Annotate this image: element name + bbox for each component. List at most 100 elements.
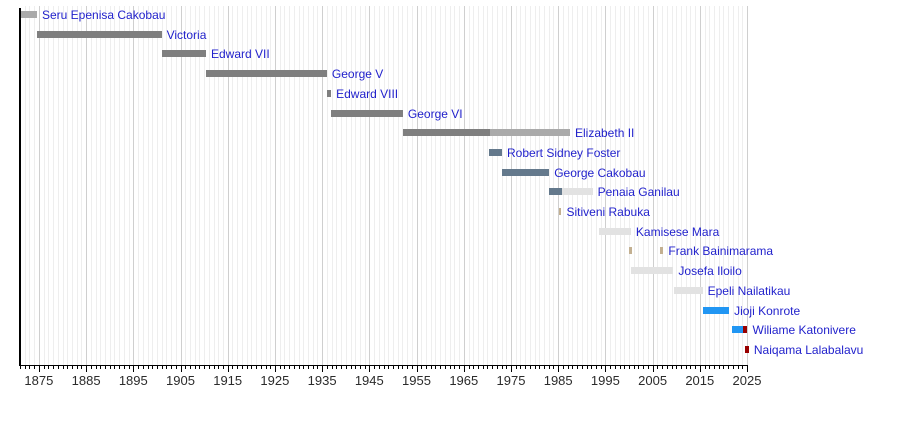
minor-tick [704,366,706,369]
minor-tick [199,366,201,369]
minor-tick [657,366,659,369]
year-gridline [138,6,139,365]
minor-tick [364,366,366,369]
minor-tick [317,366,319,369]
year-gridline [515,6,517,365]
minor-tick [71,366,73,369]
year-gridline [48,6,50,365]
person-label[interactable]: Penaia Ganilau [597,185,680,200]
minor-tick [81,366,83,369]
year-gridline [251,6,253,365]
person-label[interactable]: Edward VII [211,47,270,62]
person-label[interactable]: George V [331,67,384,82]
axis-tick-label: 2015 [685,373,715,388]
year-gridline [152,6,154,365]
person-label[interactable]: Jioji Konrote [734,303,801,318]
year-gridline [270,6,272,365]
year-gridline [704,6,706,365]
year-gridline [430,6,432,365]
year-gridline [76,6,78,365]
minor-tick [468,366,470,369]
year-gridline [57,6,59,365]
minor-tick [284,366,286,369]
minor-tick [95,366,97,369]
axis-tick-label: 1975 [496,373,526,388]
timeline-bar-segment [558,208,562,215]
timeline-bar-segment [37,30,162,38]
person-label[interactable]: Wiliame Katonivere [752,323,856,338]
minor-tick [388,366,390,369]
axis-tick-label: 2005 [638,373,668,388]
year-gridline [407,6,409,365]
year-gridline [581,6,583,365]
year-gridline [208,6,210,365]
decade-gridline [180,6,182,365]
minor-tick [341,366,342,369]
year-gridline [539,6,541,365]
person-label[interactable]: Elizabeth II [575,126,635,141]
minor-tick [515,366,517,369]
year-gridline [643,6,645,365]
year-gridline [496,6,498,365]
year-gridline [444,6,446,365]
person-label[interactable]: Robert Sidney Foster [507,145,621,160]
decade-gridline [558,6,560,365]
year-gridline [364,6,366,365]
minor-tick [20,366,21,369]
year-gridline [473,6,475,365]
minor-tick [402,366,404,369]
year-gridline [194,6,196,365]
minor-tick [251,366,253,369]
year-gridline [95,6,97,365]
timeline-bar-segment [206,70,327,78]
person-label[interactable]: Sitiveni Rabuka [566,205,650,219]
major-tick [558,366,560,372]
timeline-bar-segment [561,188,593,196]
year-gridline [662,6,663,365]
person-label[interactable]: Epeli Nailatikau [707,283,791,298]
person-label[interactable]: Naiqama Lalabalavu [753,342,864,357]
timeline-bar-segment [549,188,562,196]
year-gridline [468,6,470,365]
axis-tick-label: 1995 [590,373,620,388]
minor-tick [345,366,347,369]
year-gridline [114,6,116,365]
year-gridline [156,6,158,365]
year-gridline [355,6,357,365]
year-gridline [62,6,64,365]
timeline-bar-segment [674,286,703,294]
year-gridline [624,6,626,365]
axis-tick-label: 1985 [543,373,573,388]
year-gridline [204,6,206,365]
person-label[interactable]: Seru Epenisa Cakobau [42,8,166,22]
minor-tick [308,366,309,369]
legend: Political affiliation : None (Fijian Mon… [0,400,900,447]
minor-tick [421,366,423,369]
year-gridline [308,6,309,365]
x-axis-line [19,365,748,366]
minor-tick [572,366,574,369]
year-gridline [53,6,54,365]
axis-tick-label: 1935 [307,373,337,388]
minor-tick [326,366,328,369]
minor-tick [114,366,116,369]
timeline-bar-segment [20,11,37,18]
minor-tick [411,366,413,369]
timeline-bar-segment [326,89,332,97]
minor-tick [487,366,489,369]
person-label[interactable]: George Cakobau [554,165,646,180]
person-label[interactable]: Josefa Iloilo [678,264,742,279]
person-label[interactable]: George VI [407,106,463,121]
minor-tick [350,366,352,369]
minor-tick [232,366,234,369]
decade-gridline [38,6,40,365]
minor-tick [619,366,621,369]
person-label[interactable]: Frank Bainimarama [668,244,774,259]
person-label[interactable]: Edward VIII [336,86,399,101]
timeline-bar-segment [702,306,729,314]
minor-tick [742,366,744,369]
year-gridline [633,6,635,365]
person-label[interactable]: Victoria [166,27,207,42]
minor-tick [100,366,102,369]
person-label[interactable]: Kamisese Mara [635,224,720,239]
